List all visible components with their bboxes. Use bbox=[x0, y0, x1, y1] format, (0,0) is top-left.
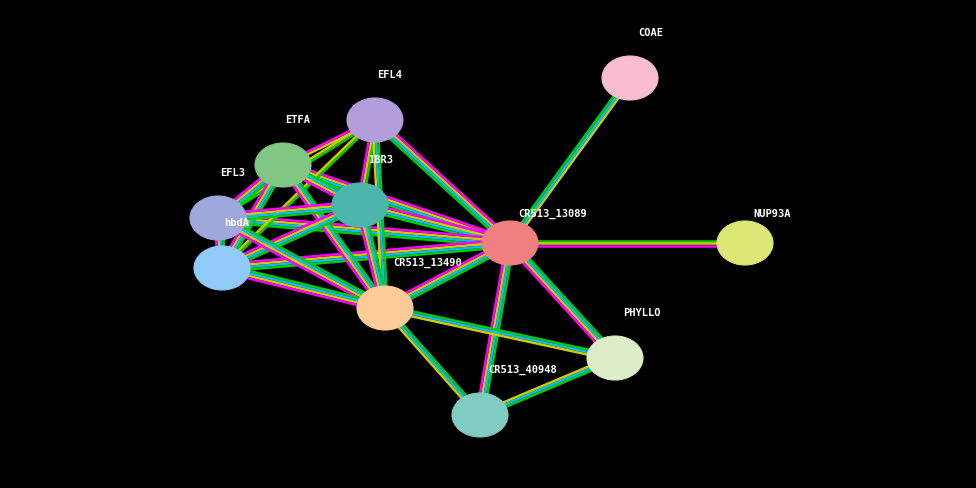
Ellipse shape bbox=[255, 143, 311, 187]
Text: PHYLLO: PHYLLO bbox=[623, 308, 661, 318]
Text: COAE: COAE bbox=[638, 28, 663, 38]
Text: ETFA: ETFA bbox=[285, 115, 310, 125]
Text: EFL4: EFL4 bbox=[377, 70, 402, 80]
Ellipse shape bbox=[587, 336, 643, 380]
Ellipse shape bbox=[190, 196, 246, 240]
Text: CR513_13089: CR513_13089 bbox=[518, 209, 587, 219]
Ellipse shape bbox=[347, 98, 403, 142]
Ellipse shape bbox=[332, 183, 388, 227]
Text: CR513_13490: CR513_13490 bbox=[393, 258, 462, 268]
Ellipse shape bbox=[194, 246, 250, 290]
Ellipse shape bbox=[357, 286, 413, 330]
Ellipse shape bbox=[452, 393, 508, 437]
Ellipse shape bbox=[717, 221, 773, 265]
Text: NUP93A: NUP93A bbox=[753, 209, 791, 219]
Text: hbdA: hbdA bbox=[224, 218, 249, 228]
Ellipse shape bbox=[482, 221, 538, 265]
Text: EFL3: EFL3 bbox=[220, 168, 245, 178]
Text: IBR3: IBR3 bbox=[368, 155, 393, 165]
Text: CR513_40948: CR513_40948 bbox=[488, 365, 556, 375]
Ellipse shape bbox=[602, 56, 658, 100]
